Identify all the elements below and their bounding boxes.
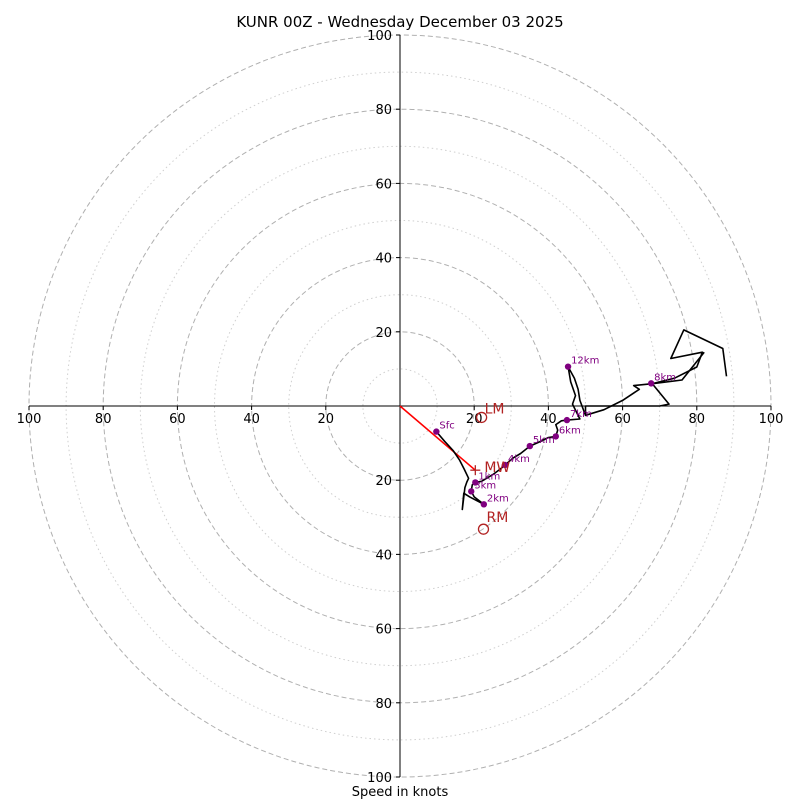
x-tick-label: 100 — [759, 412, 784, 427]
height-marker-2km — [480, 501, 488, 508]
height-label-Sfc: Sfc — [439, 421, 454, 432]
storm-motion-markers: LM MW RM — [470, 401, 510, 535]
height-label-5km: 5km — [533, 435, 555, 446]
y-tick-label: 100 — [367, 29, 392, 44]
height-marker-1km — [472, 479, 479, 486]
height-label-7km: 7km — [570, 409, 592, 420]
x-tick-labels: 100 80 60 40 20 20 40 60 80 100 — [17, 406, 784, 427]
mw-label: MW — [484, 460, 510, 476]
height-label-1km: 1km — [478, 471, 500, 482]
x-tick-label: 60 — [169, 412, 186, 427]
rm-label: RM — [486, 510, 508, 526]
y-tick-label: 100 — [367, 771, 392, 786]
x-tick-label: 20 — [466, 412, 483, 427]
y-tick-label: 60 — [375, 177, 392, 192]
height-label-4km: 4km — [508, 454, 530, 465]
x-axis-label: Speed in knots — [352, 785, 449, 800]
x-tick-label: 80 — [689, 412, 706, 427]
y-tick-labels: 100 80 60 40 20 20 40 60 80 100 — [367, 29, 400, 786]
height-marker-4km — [501, 461, 509, 469]
height-label-3km: 3km — [474, 480, 496, 491]
rm-marker — [477, 523, 490, 535]
y-tick-label: 80 — [375, 103, 392, 118]
hodograph-trace-segment — [652, 351, 705, 385]
x-tick-label: 60 — [614, 412, 631, 427]
height-marker-Sfc — [433, 428, 440, 435]
height-marker-5km — [526, 442, 534, 450]
height-label-2km: 2km — [487, 493, 509, 504]
height-marker-8km — [647, 380, 655, 387]
height-marker-7km — [563, 416, 571, 424]
x-tick-label: 20 — [318, 412, 335, 427]
height-marker-6km — [552, 433, 560, 440]
height-label-6km: 6km — [559, 425, 581, 436]
y-tick-label: 20 — [375, 326, 392, 341]
height-label-12km: 12km — [571, 356, 599, 367]
y-tick-label: 80 — [375, 697, 392, 712]
y-tick-label: 40 — [375, 252, 392, 267]
y-tick-label: 40 — [375, 548, 392, 563]
x-tick-label: 100 — [17, 412, 42, 427]
x-tick-label: 40 — [540, 412, 557, 427]
x-tick-label: 40 — [243, 412, 260, 427]
chart-title: KUNR 00Z - Wednesday December 03 2025 — [236, 13, 563, 31]
lm-marker — [475, 411, 488, 424]
lm-label: LM — [485, 401, 505, 417]
height-marker-12km — [564, 363, 572, 370]
height-marker-3km — [468, 488, 475, 495]
height-label-8km: 8km — [654, 372, 676, 383]
x-tick-label: 80 — [95, 412, 112, 427]
hodograph-trace-segment — [584, 383, 670, 416]
shear-vector — [399, 405, 476, 471]
y-tick-label: 60 — [375, 623, 392, 638]
y-tick-label: 20 — [375, 474, 392, 489]
